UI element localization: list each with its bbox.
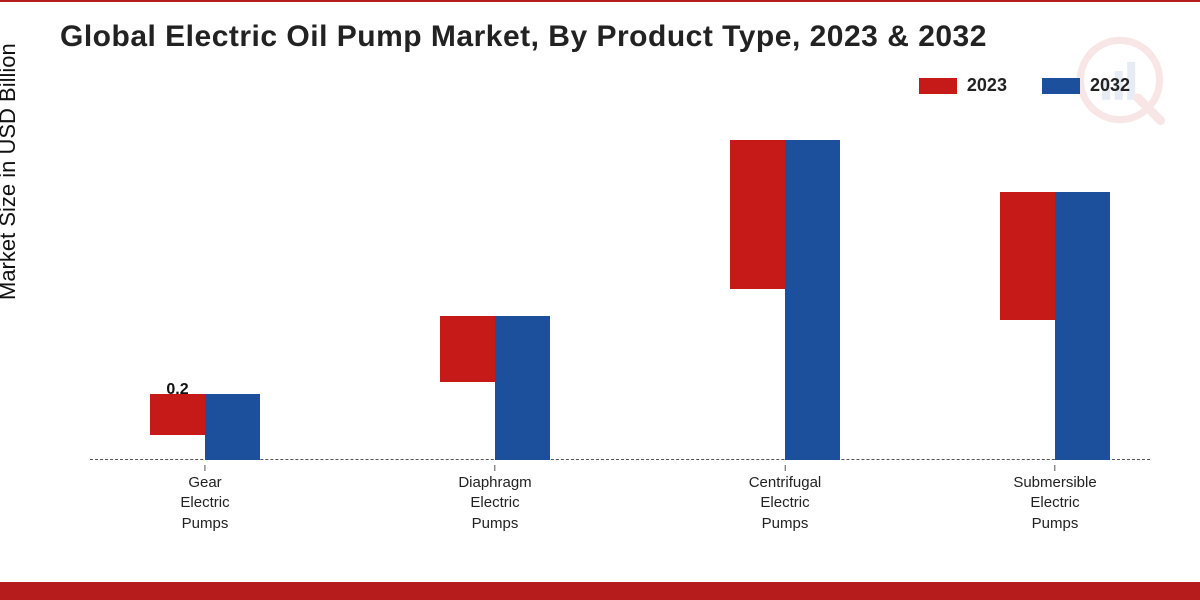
- chart-plot-area: 0.2: [90, 130, 1150, 460]
- chart-title: Global Electric Oil Pump Market, By Prod…: [60, 20, 987, 54]
- x-category-text: Centrifugal Electric Pumps: [749, 473, 822, 534]
- bar-value-label: 0.2: [166, 381, 188, 399]
- legend-label-2032: 2032: [1090, 75, 1130, 96]
- x-tick: [784, 465, 785, 471]
- x-category-text: Submersible Electric Pumps: [1013, 473, 1096, 534]
- bar-group: [150, 394, 260, 460]
- bar-2032: [1055, 192, 1110, 460]
- x-axis-category-label: Diaphragm Electric Pumps: [458, 465, 531, 534]
- x-axis-category-label: Centrifugal Electric Pumps: [749, 465, 822, 534]
- x-axis-labels: Gear Electric Pumps Diaphragm Electric Pu…: [90, 465, 1150, 545]
- x-tick: [205, 465, 206, 471]
- bar-2023: [1000, 192, 1055, 320]
- legend-swatch-2032: [1042, 78, 1080, 94]
- legend: 2023 2032: [919, 75, 1130, 96]
- legend-swatch-2023: [919, 78, 957, 94]
- x-tick: [1055, 465, 1056, 471]
- x-axis-category-label: Gear Electric Pumps: [180, 465, 229, 534]
- x-tick: [495, 465, 496, 471]
- legend-label-2023: 2023: [967, 75, 1007, 96]
- x-category-text: Gear Electric Pumps: [180, 473, 229, 534]
- legend-item-2023: 2023: [919, 75, 1007, 96]
- x-axis-category-label: Submersible Electric Pumps: [1013, 465, 1096, 534]
- footer-bar: [0, 582, 1200, 600]
- legend-item-2032: 2032: [1042, 75, 1130, 96]
- bar-2023: [150, 394, 205, 435]
- bar-group: [440, 316, 550, 460]
- bar-group: [730, 140, 840, 460]
- bar-2032: [205, 394, 260, 460]
- x-category-text: Diaphragm Electric Pumps: [458, 473, 531, 534]
- bar-2032: [785, 140, 840, 460]
- bar-2032: [495, 316, 550, 460]
- bar-group: [1000, 192, 1110, 460]
- bar-2023: [440, 316, 495, 382]
- y-axis-label: Market Size in USD Billion: [0, 43, 21, 300]
- top-divider: [0, 0, 1200, 2]
- bar-2023: [730, 140, 785, 289]
